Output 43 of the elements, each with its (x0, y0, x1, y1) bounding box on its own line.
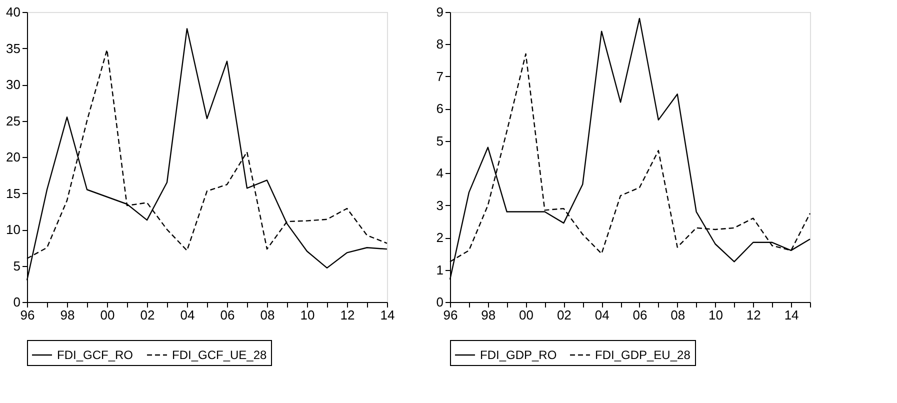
y-tick-label: 5 (436, 133, 444, 148)
y-tick-label: 5 (13, 258, 20, 274)
x-tick-label: 00 (519, 308, 534, 322)
x-tick-label: 02 (556, 308, 572, 322)
y-tick-label: 7 (436, 68, 444, 84)
x-tick-label: 08 (670, 308, 686, 322)
y-tick-label: 35 (6, 40, 20, 56)
x-tick-label: 14 (380, 308, 395, 322)
y-tick-label: 9 (436, 4, 444, 20)
legend-label: FDI_GCF_RO (57, 348, 134, 362)
y-tick-label: 2 (436, 230, 444, 246)
x-tick-label: 98 (481, 308, 496, 322)
y-tick-label: 8 (436, 36, 444, 52)
x-tick-label: 10 (708, 308, 723, 322)
x-tick-label: 96 (20, 308, 35, 322)
legend-label: FDI_GDP_EU_28 (595, 348, 691, 362)
y-tick-label: 6 (436, 101, 444, 116)
x-tick-label: 04 (594, 308, 610, 322)
x-tick-label: 98 (60, 308, 75, 322)
y-tick-label: 10 (6, 222, 20, 237)
y-tick-label: 4 (436, 166, 444, 181)
y-tick-label: 40 (6, 4, 20, 20)
legend-label: FDI_GCF_UE_28 (172, 348, 268, 362)
y-tick-label: 20 (6, 150, 20, 164)
x-tick-label: 10 (300, 308, 315, 322)
y-tick-label: 0 (13, 294, 20, 310)
y-tick-label: 3 (436, 198, 444, 213)
x-tick-label: 04 (180, 308, 195, 322)
x-tick-label: 08 (260, 308, 275, 322)
x-tick-label: 06 (220, 308, 235, 322)
y-tick-label: 25 (6, 113, 20, 128)
y-tick-label: 1 (436, 262, 444, 278)
y-tick-label: 30 (6, 77, 20, 92)
y-tick-label: 15 (6, 186, 20, 201)
y-tick-label: 0 (436, 294, 444, 310)
x-tick-label: 02 (140, 308, 155, 322)
x-tick-label: 12 (340, 308, 355, 322)
x-tick-label: 14 (784, 308, 799, 322)
x-tick-label: 12 (746, 308, 761, 322)
x-tick-label: 06 (632, 308, 648, 322)
x-tick-label: 00 (100, 308, 115, 322)
x-tick-label: 96 (443, 308, 458, 322)
legend-label: FDI_GDP_RO (480, 348, 557, 362)
